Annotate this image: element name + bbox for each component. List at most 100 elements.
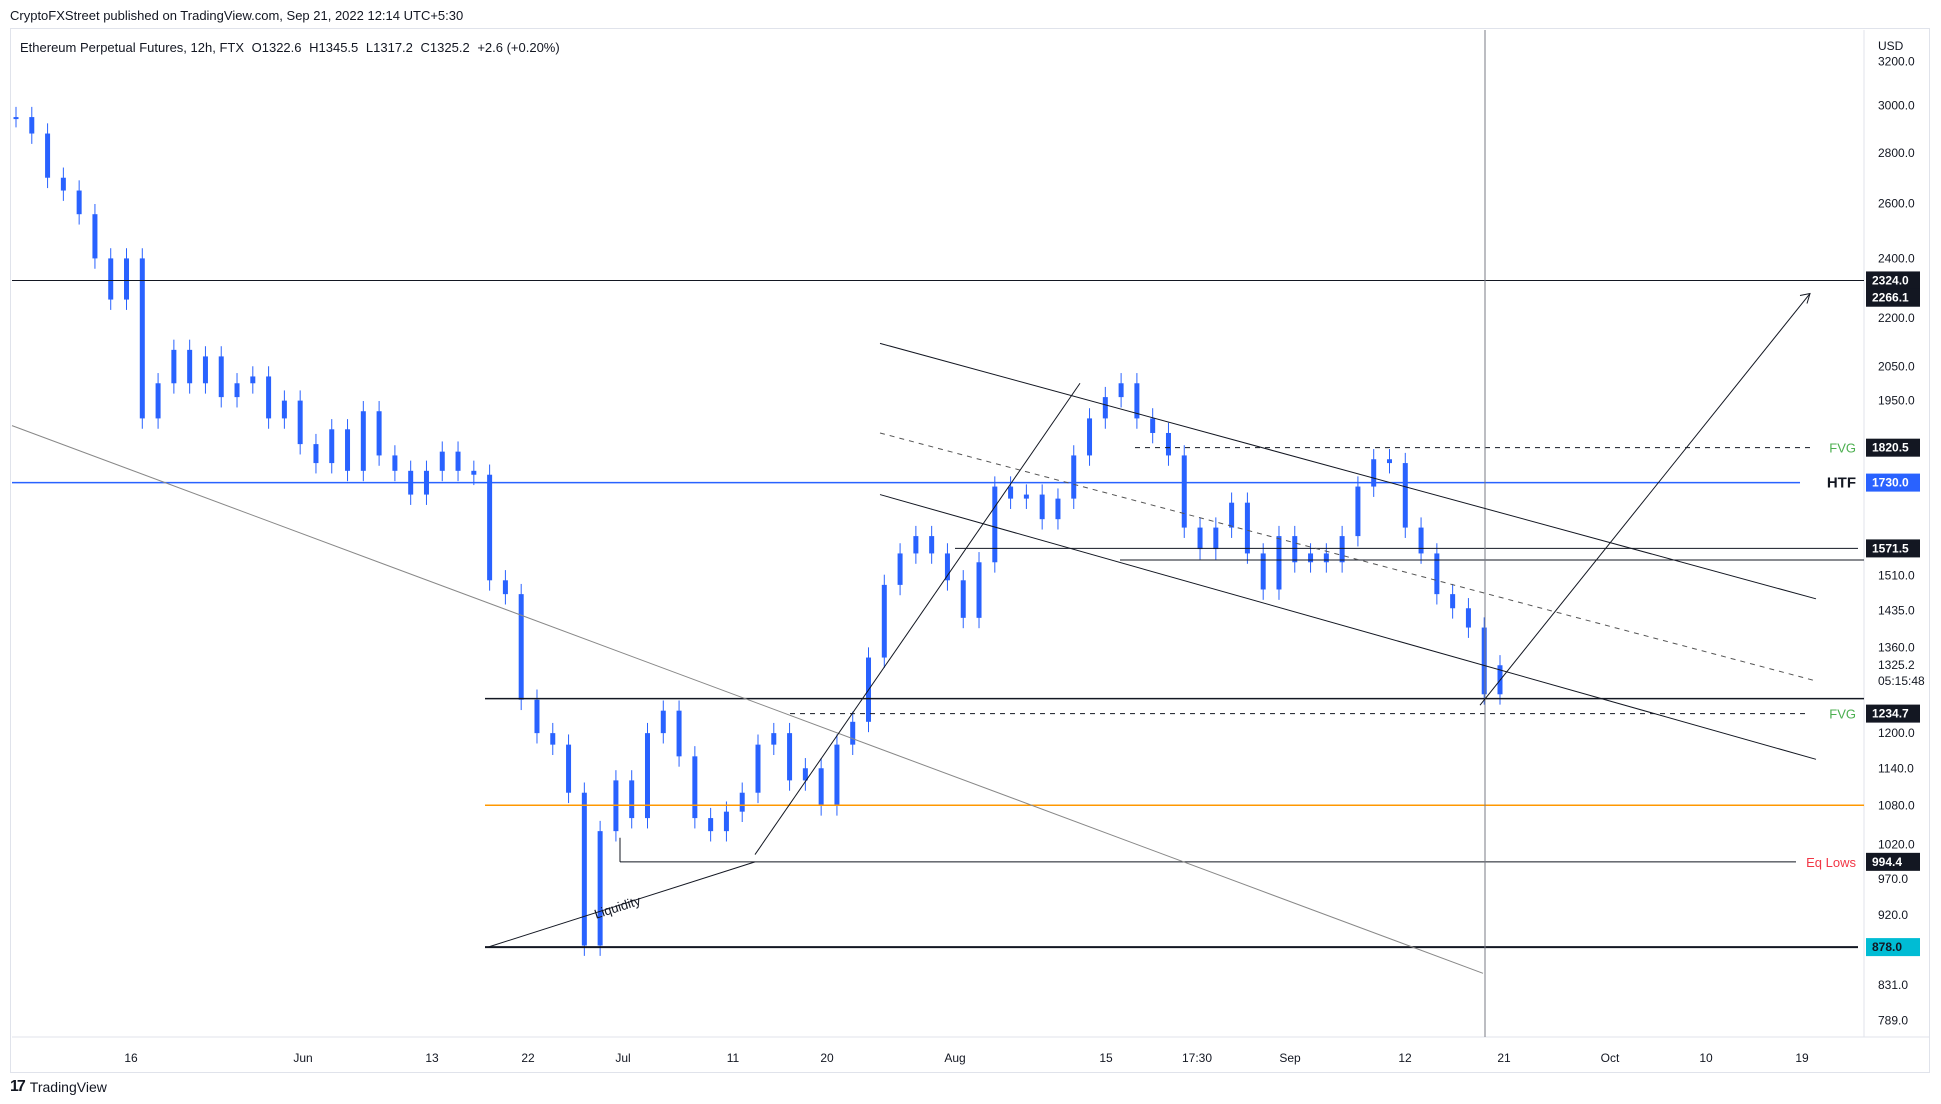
candle-body xyxy=(550,733,556,745)
candle-body xyxy=(1292,536,1298,563)
channel-upper-line[interactable] xyxy=(879,342,1817,600)
x-tick-label: Jun xyxy=(293,1051,312,1065)
candle-body xyxy=(1465,608,1471,628)
candle-body xyxy=(913,536,919,554)
price-label-text: 1234.7 xyxy=(1872,707,1909,721)
y-tick-label: 1080.0 xyxy=(1878,798,1915,812)
candle-body xyxy=(1229,502,1235,528)
candle-body xyxy=(581,792,587,946)
candle-body xyxy=(139,258,145,419)
y-tick-label: 1020.0 xyxy=(1878,837,1915,851)
candle-body xyxy=(1481,627,1487,695)
ohlc-close: C1325.2 xyxy=(420,40,470,55)
y-tick-label: 3200.0 xyxy=(1878,54,1915,68)
ohlc-low: L1317.2 xyxy=(365,40,413,55)
candle-body xyxy=(218,356,224,398)
last-price-text: 1325.2 xyxy=(1878,658,1915,672)
candle-body xyxy=(1181,455,1187,528)
price-label-text: 878.0 xyxy=(1872,940,1902,954)
y-tick-label: 970.0 xyxy=(1878,872,1908,886)
x-tick-label: 12 xyxy=(1398,1051,1412,1065)
candle-body xyxy=(92,214,98,259)
candle-body xyxy=(360,411,366,471)
price-label-box xyxy=(1866,438,1920,457)
candle-body xyxy=(787,733,793,781)
x-tick-label: 22 xyxy=(521,1051,535,1065)
channel-mid-line[interactable] xyxy=(879,432,1817,682)
candle-body xyxy=(1055,498,1061,520)
candle-body xyxy=(755,744,761,793)
candle-body xyxy=(471,470,477,475)
x-tick-label: Oct xyxy=(1601,1051,1620,1065)
candle-body xyxy=(1308,553,1314,563)
candle-body xyxy=(281,400,287,419)
candle-body xyxy=(692,756,698,819)
candle-body xyxy=(76,190,82,215)
candle-body xyxy=(250,376,256,384)
candle-body xyxy=(708,818,714,832)
candle-body xyxy=(676,710,682,757)
candle-body xyxy=(771,733,777,745)
x-tick-label: Aug xyxy=(944,1051,965,1065)
candle-body xyxy=(897,553,903,585)
price-label-text: 2324.0 xyxy=(1872,273,1909,287)
candle-body xyxy=(976,562,982,618)
footer: 17 TradingView xyxy=(10,1078,107,1096)
x-tick-label: 11 xyxy=(727,1051,740,1065)
candle-body xyxy=(929,536,935,554)
y-tick-label: 2200.0 xyxy=(1878,311,1915,325)
footer-brand[interactable]: TradingView xyxy=(29,1079,107,1095)
price-label-box xyxy=(1866,704,1920,723)
projection-line[interactable] xyxy=(1479,293,1811,706)
level-note-fvg: FVG xyxy=(1829,707,1856,722)
candle-body xyxy=(1087,418,1093,456)
rally-line[interactable] xyxy=(754,382,1081,855)
candle-body xyxy=(487,474,493,581)
candle-body xyxy=(1323,553,1329,563)
candle-body xyxy=(313,444,319,464)
liquidity-line[interactable] xyxy=(487,861,756,948)
candle-body xyxy=(439,451,445,471)
projection-arrow-icon xyxy=(1799,292,1811,304)
y-tick-label: 1140.0 xyxy=(1878,761,1914,775)
channel-lower-line[interactable] xyxy=(879,494,1817,760)
candle-body xyxy=(1039,494,1045,520)
candle-body xyxy=(1118,383,1124,398)
candle-body xyxy=(329,429,335,464)
candle-body xyxy=(234,383,240,398)
candle-body xyxy=(660,710,666,734)
candle-body xyxy=(1071,455,1077,499)
x-tick-label: 19 xyxy=(1795,1051,1809,1065)
candle-body xyxy=(1434,553,1440,595)
long-trendline[interactable] xyxy=(11,425,1484,974)
y-tick-label: 831.0 xyxy=(1878,978,1908,992)
candle-body xyxy=(644,733,650,819)
candle-body xyxy=(739,792,745,812)
x-tick-label: 20 xyxy=(820,1051,834,1065)
x-tick-label: Jul xyxy=(615,1051,630,1065)
candle-body xyxy=(155,383,161,419)
price-label-box xyxy=(1866,539,1920,558)
candle-body xyxy=(1355,486,1361,537)
ohlc-change: +2.6 (+0.20%) xyxy=(477,40,560,55)
y-tick-label: 3000.0 xyxy=(1878,99,1915,113)
candle-body xyxy=(960,580,966,618)
ohlc-high: H1345.5 xyxy=(309,40,359,55)
candle-body xyxy=(1134,383,1140,419)
level-note-htf: HTF xyxy=(1827,475,1856,492)
y-tick-label: 1435.0 xyxy=(1878,604,1915,618)
candle-body xyxy=(1450,594,1456,609)
candle-body xyxy=(1402,463,1408,528)
tradingview-logo-icon[interactable]: 17 xyxy=(10,1078,26,1095)
candle-body xyxy=(297,400,303,445)
candle-body xyxy=(1276,536,1282,590)
candle-body xyxy=(1165,432,1171,456)
candle-body xyxy=(1102,397,1108,419)
candle-body xyxy=(1197,527,1203,550)
candle-body xyxy=(187,349,193,384)
price-label-box xyxy=(1866,288,1920,307)
x-tick-label: 21 xyxy=(1497,1051,1511,1065)
symbol-name[interactable]: Ethereum Perpetual Futures, 12h, FTX xyxy=(20,40,244,55)
candle-body xyxy=(881,584,887,658)
